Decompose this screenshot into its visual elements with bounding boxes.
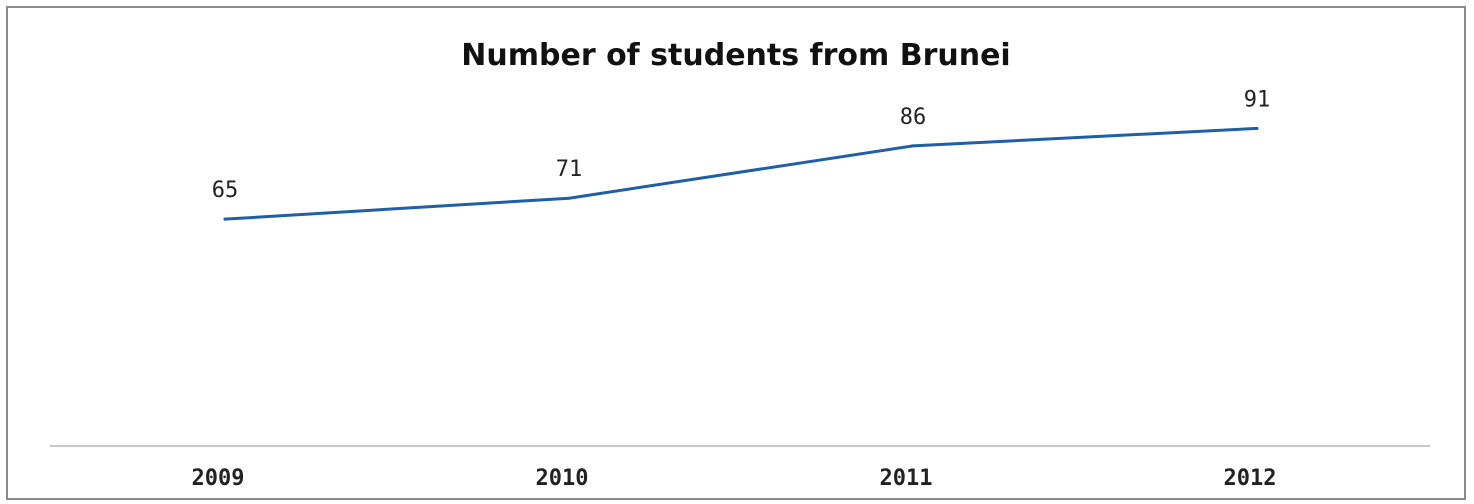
data-point-2009 bbox=[223, 217, 227, 221]
x-tick-label-2011: 2011 bbox=[880, 466, 933, 491]
data-point-2012 bbox=[1255, 126, 1259, 130]
chart-title: Number of students from Brunei bbox=[461, 38, 1011, 73]
data-label-2009: 65 bbox=[212, 178, 239, 203]
data-label-2011: 86 bbox=[900, 105, 927, 130]
data-label-2012: 91 bbox=[1244, 87, 1271, 112]
data-label-2010: 71 bbox=[556, 157, 583, 182]
x-tick-label-2012: 2012 bbox=[1224, 466, 1277, 491]
data-point-2010 bbox=[567, 196, 571, 200]
chart-frame: Number of students from Brunei bbox=[6, 6, 1466, 500]
series-line-0 bbox=[223, 126, 1259, 221]
x-tick-label-2009: 2009 bbox=[192, 466, 245, 491]
x-tick-label-2010: 2010 bbox=[536, 466, 589, 491]
data-point-2011 bbox=[911, 144, 915, 148]
